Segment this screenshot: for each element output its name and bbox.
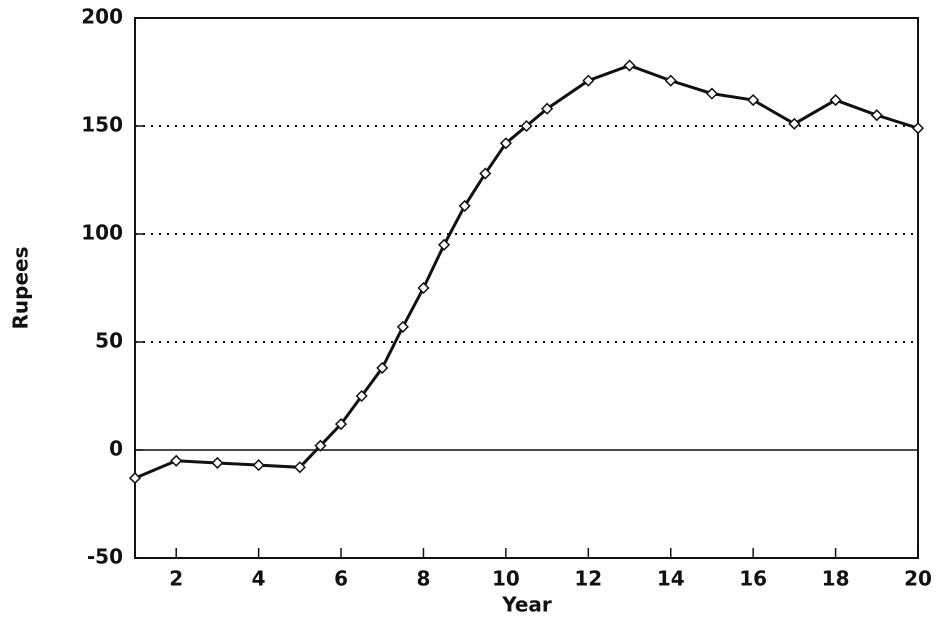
x-tick-label: 20: [904, 567, 932, 591]
plot-frame: [135, 18, 918, 558]
data-marker: [212, 458, 222, 468]
y-tick-label: 100: [81, 221, 123, 245]
data-marker: [130, 473, 140, 483]
chart: Year Rupees -50 0 50 100 150 200 2 4 6 8 10 12 14 16 1…: [0, 0, 944, 619]
data-marker: [666, 76, 676, 86]
y-tick-label: -50: [87, 545, 123, 569]
data-marker: [707, 89, 717, 99]
data-marker: [872, 110, 882, 120]
x-tick-label: 18: [822, 567, 850, 591]
x-tick-label: 6: [334, 567, 348, 591]
x-tick-label: 16: [739, 567, 767, 591]
y-axis-label: Rupees: [9, 247, 33, 330]
x-axis-label: Year: [501, 593, 552, 617]
x-tick-label: 10: [492, 567, 520, 591]
y-tick-label: 150: [81, 113, 123, 137]
data-marker: [171, 456, 181, 466]
x-tick-label: 12: [574, 567, 602, 591]
x-tick-label: 14: [657, 567, 685, 591]
x-tick-label: 8: [417, 567, 431, 591]
data-marker: [254, 460, 264, 470]
x-tick-label: 4: [252, 567, 266, 591]
y-tick-label: 0: [109, 437, 123, 461]
y-tick-label: 200: [81, 5, 123, 29]
data-marker: [625, 61, 635, 71]
data-marker: [913, 123, 923, 133]
y-tick-label: 50: [95, 329, 123, 353]
page: {"chart_data": {"type": "line", "x_label…: [0, 0, 944, 619]
x-tick-label: 2: [169, 567, 183, 591]
